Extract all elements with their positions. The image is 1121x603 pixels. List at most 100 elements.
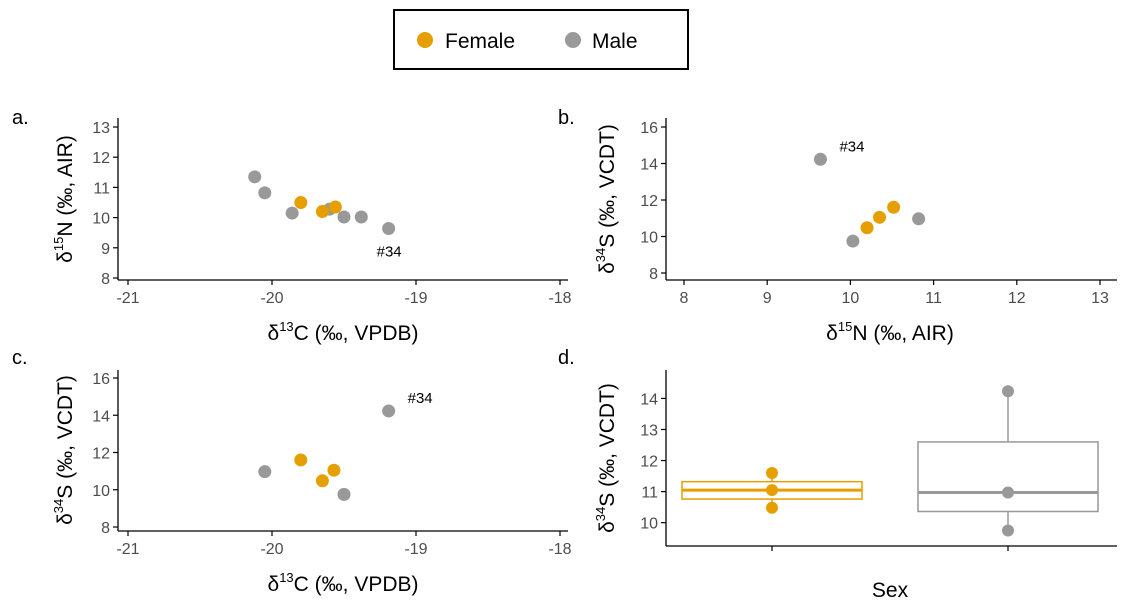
scatter-point-male — [337, 487, 351, 501]
box-male — [917, 441, 1099, 513]
y-tick-label: 10 — [92, 483, 110, 500]
y-tick-label: 10 — [640, 230, 658, 247]
panel-c-x-title: δ13C (‰, VPDB) — [267, 570, 418, 596]
panel-c-label: c. — [12, 347, 28, 369]
panel-b: b. 8 9 10 11 12 13 8 10 12 14 16 #34 δ15N (‰, AIR… — [558, 107, 1117, 345]
scatter-point-male — [258, 186, 272, 200]
y-tick-label: 10 — [640, 516, 658, 533]
scatter-point-female — [294, 453, 308, 467]
x-tick-label: -19 — [404, 541, 427, 558]
panel-c-y-ticks: 8 10 12 14 16 — [92, 371, 118, 537]
y-tick-label: 13 — [640, 422, 658, 439]
panel-c-annotations: #34 — [408, 390, 433, 407]
x-tick-label: 11 — [925, 290, 942, 307]
panel-b-y-title: δ34S (‰, VCDT) — [593, 124, 619, 274]
panel-c-points — [258, 404, 396, 501]
y-tick-label: 14 — [92, 408, 110, 425]
scatter-point-male — [258, 465, 272, 479]
panel-c: c. -21 -20 -19 -18 8 10 12 14 16 #34 δ13C (‰, V… — [12, 347, 572, 596]
y-tick-label: 11 — [93, 180, 110, 197]
panel-d-x-title: Sex — [872, 579, 909, 602]
y-tick-label: 12 — [640, 454, 658, 471]
legend-female-label: Female — [445, 30, 515, 53]
box-point-male — [1002, 524, 1014, 537]
scatter-point-male — [382, 404, 396, 418]
x-tick-label: 10 — [842, 290, 860, 307]
y-tick-label: 8 — [649, 266, 658, 283]
annotation-label: #34 — [408, 390, 433, 407]
panel-a-y-ticks: 8 9 10 11 12 13 — [92, 120, 118, 288]
y-tick-label: 10 — [92, 211, 110, 228]
panel-b-points — [813, 152, 926, 248]
scatter-point-female — [860, 221, 874, 235]
panel-d-label: d. — [558, 347, 575, 369]
panel-b-x-ticks: 8 9 10 11 12 13 — [680, 280, 1109, 307]
scatter-point-female — [327, 463, 341, 477]
panel-b-y-ticks: 8 10 12 14 16 — [640, 120, 666, 283]
y-tick-label: 14 — [640, 391, 658, 408]
scatter-point-female — [315, 474, 329, 488]
annotation-label: #34 — [377, 243, 402, 260]
scatter-point-male — [354, 210, 368, 224]
box-point-male — [1002, 385, 1014, 398]
x-tick-label: 9 — [763, 290, 772, 307]
box-point-female — [766, 501, 778, 514]
panel-a-x-title: δ13C (‰, VPDB) — [267, 319, 418, 345]
y-tick-label: 16 — [640, 120, 658, 137]
annotation-label: #34 — [839, 138, 864, 155]
scatter-point-male — [813, 152, 827, 166]
x-tick-label: -21 — [116, 541, 139, 558]
scatter-point-male — [337, 210, 351, 224]
box-point-male — [1002, 486, 1014, 499]
x-tick-label: -20 — [260, 290, 283, 307]
scatter-point-female — [294, 196, 308, 209]
scatter-point-male — [382, 221, 396, 235]
scatter-point-male — [912, 212, 926, 226]
legend-male-swatch — [565, 32, 581, 48]
legend-male-label: Male — [592, 30, 638, 53]
scatter-point-male — [285, 206, 299, 220]
panel-c-y-title: δ34S (‰, VCDT) — [51, 375, 77, 525]
scatter-point-male — [248, 170, 262, 184]
scatter-point-female — [328, 200, 342, 214]
x-tick-label: 12 — [1008, 290, 1026, 307]
box-point-female — [766, 484, 778, 497]
panel-d-y-title: δ34S (‰, VCDT) — [593, 383, 619, 533]
scatter-point-female — [315, 205, 329, 219]
y-tick-label: 8 — [101, 271, 110, 288]
panel-b-x-title: δ15N (‰, AIR) — [826, 319, 954, 345]
panel-b-label: b. — [558, 107, 575, 129]
y-tick-label: 8 — [101, 520, 110, 537]
y-tick-label: 9 — [101, 241, 110, 258]
panel-a-label: a. — [12, 107, 29, 129]
legend-female-swatch — [417, 32, 433, 48]
y-tick-label: 11 — [641, 485, 658, 502]
x-tick-label: -19 — [404, 290, 427, 307]
panel-d-boxes — [681, 385, 1099, 537]
y-tick-label: 14 — [640, 157, 658, 174]
scatter-point-male — [846, 234, 860, 248]
scatter-point-female — [873, 210, 887, 224]
panel-b-annotations: #34 — [839, 138, 864, 155]
panel-a-points — [248, 170, 396, 235]
panel-a-annotations: #34 — [377, 243, 402, 260]
panel-a-x-ticks: -21 -20 -19 -18 — [116, 280, 572, 307]
legend: Female Male — [393, 9, 689, 70]
x-tick-label: -20 — [260, 541, 283, 558]
y-tick-label: 12 — [92, 446, 110, 463]
x-tick-label: 13 — [1091, 290, 1109, 307]
panel-a: a. -21 -20 -19 -18 8 9 10 11 12 13 #34 δ13C (‰, … — [12, 107, 572, 345]
x-tick-label: -18 — [548, 541, 571, 558]
y-tick-label: 16 — [92, 371, 110, 388]
x-tick-label: -21 — [116, 290, 139, 307]
panel-d-y-ticks: 10 11 12 13 14 — [640, 391, 666, 533]
panel-d: d. 10 11 12 13 14 Sex δ34S (‰, VCDT) — [558, 347, 1117, 602]
scatter-point-female — [887, 200, 901, 214]
panel-d-x-ticks — [771, 546, 1009, 551]
y-tick-label: 12 — [640, 193, 658, 210]
y-tick-label: 13 — [92, 120, 110, 137]
box-point-female — [766, 466, 778, 479]
legend-box — [393, 9, 689, 70]
x-tick-label: -18 — [548, 290, 571, 307]
